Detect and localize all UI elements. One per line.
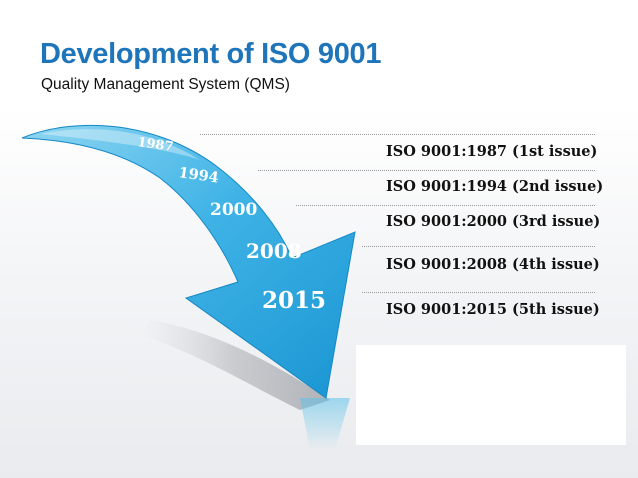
blank-panel [356,345,626,445]
year-label-1994: 1994 [177,164,219,186]
arrow-shadow [140,320,330,410]
guide-rule-2 [258,170,595,171]
year-label-2000: 2000 [210,200,257,220]
arrow-reflection [300,398,350,450]
slide-title: Development of ISO 9001 [40,38,382,70]
guide-rule-3 [296,205,595,206]
guide-rule-4 [362,246,595,247]
guide-rule-5 [362,292,595,293]
year-label-2015: 2015 [262,287,326,314]
issue-label-2008: ISO 9001:2008 (4th issue) [386,256,600,273]
year-label-1987: 1987 [136,135,174,155]
issue-label-2000: ISO 9001:2000 (3rd issue) [386,213,601,230]
issue-label-1987: ISO 9001:1987 (1st issue) [386,143,598,160]
arrow-body [21,124,356,399]
arrow-highlight [40,129,200,160]
slide-subtitle: Quality Management System (QMS) [41,76,290,93]
issue-label-2015: ISO 9001:2015 (5th issue) [386,301,600,318]
guide-rule-1 [200,134,595,135]
year-label-2008: 2008 [246,239,302,263]
issue-label-1994: ISO 9001:1994 (2nd issue) [386,178,604,195]
